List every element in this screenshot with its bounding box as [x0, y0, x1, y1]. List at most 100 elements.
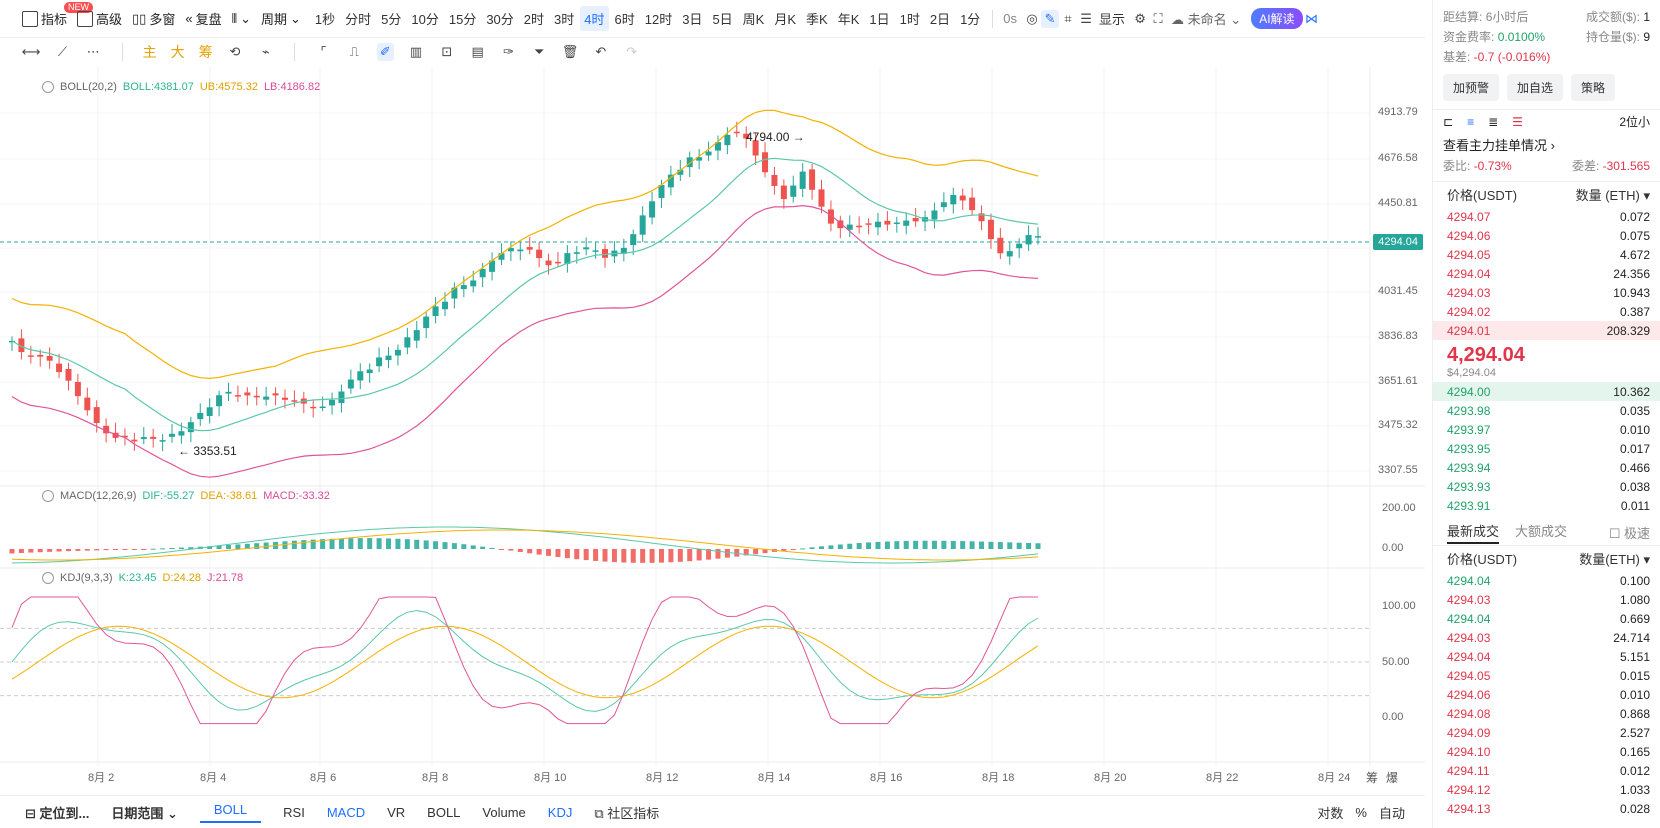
trades-qty-header[interactable]: 数量(ETH)	[1579, 552, 1640, 567]
tab-big-trades[interactable]: 大额成交	[1515, 523, 1568, 539]
ask-row[interactable]: 4294.07 0.072	[1433, 207, 1660, 226]
brush-icon[interactable]: ✐	[376, 43, 394, 61]
chart-type-button[interactable]: ⫴ ⌄	[232, 11, 251, 27]
ask-row[interactable]: 4294.05 4.672	[1433, 245, 1660, 264]
tab-boll-2[interactable]: BOLL	[427, 804, 461, 820]
big-order-toggle[interactable]: 大	[170, 44, 185, 60]
tab-rsi[interactable]: RSI	[283, 804, 305, 820]
tab-macd[interactable]: MACD	[326, 804, 366, 820]
strategy-button[interactable]: 策略	[1571, 74, 1616, 101]
precision-select[interactable]: 2位小	[1619, 115, 1650, 129]
bell-icon[interactable]	[42, 572, 54, 584]
community-indicator-button[interactable]: ⧉ 社区指标	[594, 805, 660, 821]
percent-scale-toggle[interactable]: %	[1355, 804, 1367, 820]
ai-button[interactable]: AI解读	[1251, 8, 1303, 29]
chart-svg[interactable]	[0, 66, 1425, 781]
log-scale-toggle[interactable]: 对数	[1317, 805, 1344, 821]
period-2[interactable]: 5分	[381, 12, 402, 27]
ask-row[interactable]: 4294.01 208.329	[1433, 321, 1660, 340]
period-3[interactable]: 10分	[411, 12, 439, 27]
bell-icon[interactable]	[42, 81, 54, 93]
book-buy-icon[interactable]: ≡	[1467, 114, 1475, 129]
add-watchlist-button[interactable]: 加自选	[1507, 74, 1564, 101]
book-list-icon[interactable]: ☰	[1512, 114, 1523, 129]
book-both-icon[interactable]: ⊏	[1443, 114, 1454, 129]
advanced-button[interactable]: 高级	[77, 9, 122, 28]
period-15[interactable]: 季K	[806, 12, 828, 27]
select-icon[interactable]: ⌜	[320, 44, 327, 59]
date-range-button[interactable]: 日期范围 ⌄	[111, 805, 178, 821]
fast-toggle[interactable]: ☐ 极速	[1608, 525, 1650, 541]
note-icon[interactable]: ▤	[471, 44, 484, 59]
crop-icon[interactable]: ⌗	[1064, 10, 1072, 26]
undo-icon[interactable]: ↶	[595, 44, 607, 59]
lock-icon[interactable]: ⊡	[441, 44, 453, 59]
candles-icon[interactable]: ▥	[409, 44, 423, 59]
book-sell-icon[interactable]: ≣	[1488, 114, 1499, 129]
period-18[interactable]: 1时	[899, 12, 920, 27]
more-icon[interactable]: ⋯	[86, 44, 100, 59]
bid-row[interactable]: 4294.00 10.362	[1433, 382, 1660, 401]
period-5[interactable]: 30分	[486, 12, 514, 27]
pencil-icon[interactable]: ✑	[502, 44, 514, 59]
bid-row[interactable]: 4293.98 0.035	[1433, 401, 1660, 420]
period-dropdown[interactable]: 周期 ⌄	[261, 9, 301, 28]
tab-kdj[interactable]: KDJ	[547, 804, 573, 820]
period-8[interactable]: 4时	[580, 6, 609, 31]
tab-latest-trades[interactable]: 最新成交	[1447, 521, 1500, 544]
filter-icon[interactable]: ⏷	[534, 44, 545, 59]
trash-icon[interactable]: 🗑	[561, 44, 579, 59]
tab-boll[interactable]: BOLL	[199, 802, 262, 823]
ask-row[interactable]: 4294.06 0.075	[1433, 226, 1660, 245]
period-14[interactable]: 月K	[774, 12, 797, 27]
multi-window-button[interactable]: ▯▯ 多窗	[132, 9, 175, 28]
period-11[interactable]: 3日	[682, 12, 703, 27]
sync-icon[interactable]: ⟲	[229, 44, 241, 59]
auto-scale-toggle[interactable]: 自动	[1378, 805, 1405, 821]
tab-volume[interactable]: Volume	[482, 804, 526, 820]
main-orders-link[interactable]: 查看主力挂单情况 ›	[1443, 137, 1555, 153]
replay-button[interactable]: « 复盘	[185, 9, 221, 28]
redo-icon[interactable]: ↷	[626, 44, 638, 59]
indicator-button[interactable]: 指标 NEW	[22, 2, 93, 28]
period-16[interactable]: 年K	[837, 12, 860, 27]
period-10[interactable]: 12时	[644, 12, 673, 27]
bid-row[interactable]: 4293.93 0.038	[1433, 477, 1660, 496]
period-6[interactable]: 2时	[523, 12, 545, 27]
camera-icon[interactable]: ◎	[1026, 10, 1038, 26]
display-button[interactable]: 显示	[1099, 12, 1126, 27]
settings-icon[interactable]: ⚙	[1134, 10, 1146, 26]
axis-mode-explode[interactable]: 爆	[1386, 771, 1399, 785]
fullscreen-icon[interactable]: ⛶	[1153, 10, 1163, 26]
bell-icon[interactable]	[42, 490, 54, 502]
ruler-icon[interactable]: ⎍	[349, 44, 359, 59]
chart-area[interactable]: BOLL(20,2) BOLL:4381.07 UB:4575.32 LB:41…	[0, 66, 1425, 785]
add-alert-button[interactable]: 加预警	[1443, 74, 1500, 101]
bid-row[interactable]: 4293.91 0.011	[1433, 496, 1660, 515]
cloud-layout-button[interactable]: ☁ 未命名 ⌄	[1171, 12, 1242, 27]
chip-toggle[interactable]: 筹	[198, 44, 213, 60]
locate-button[interactable]: ⊟ 定位到...	[25, 805, 90, 821]
ob-qty-header[interactable]: 数量 (ETH)	[1575, 188, 1640, 203]
main-chart-toggle[interactable]: 主	[142, 44, 157, 60]
period-13[interactable]: 周K	[742, 12, 765, 27]
bid-row[interactable]: 4293.97 0.010	[1433, 420, 1660, 439]
period-1[interactable]: 分时	[345, 12, 372, 27]
period-12[interactable]: 5日	[712, 12, 733, 27]
share-icon[interactable]: ⋈	[1305, 10, 1319, 26]
trend-line-icon[interactable]: ⟋	[57, 44, 67, 59]
period-7[interactable]: 3时	[554, 12, 575, 27]
ask-row[interactable]: 4294.03 10.943	[1433, 283, 1660, 302]
pen-icon[interactable]: ✎	[1041, 9, 1060, 28]
ask-row[interactable]: 4294.04 24.356	[1433, 264, 1660, 283]
ask-row[interactable]: 4294.02 0.387	[1433, 302, 1660, 321]
tab-vr[interactable]: VR	[387, 804, 406, 820]
period-4[interactable]: 15分	[448, 12, 477, 27]
period-17[interactable]: 1日	[869, 12, 890, 27]
axis-mode-chips[interactable]: 筹	[1366, 771, 1379, 785]
bid-row[interactable]: 4293.94 0.466	[1433, 458, 1660, 477]
menu-icon[interactable]: ☰	[1080, 10, 1092, 26]
magnet-icon[interactable]: ⌁	[261, 44, 270, 59]
horizontal-line-icon[interactable]: ⟷	[21, 44, 41, 59]
bid-row[interactable]: 4293.95 0.017	[1433, 439, 1660, 458]
